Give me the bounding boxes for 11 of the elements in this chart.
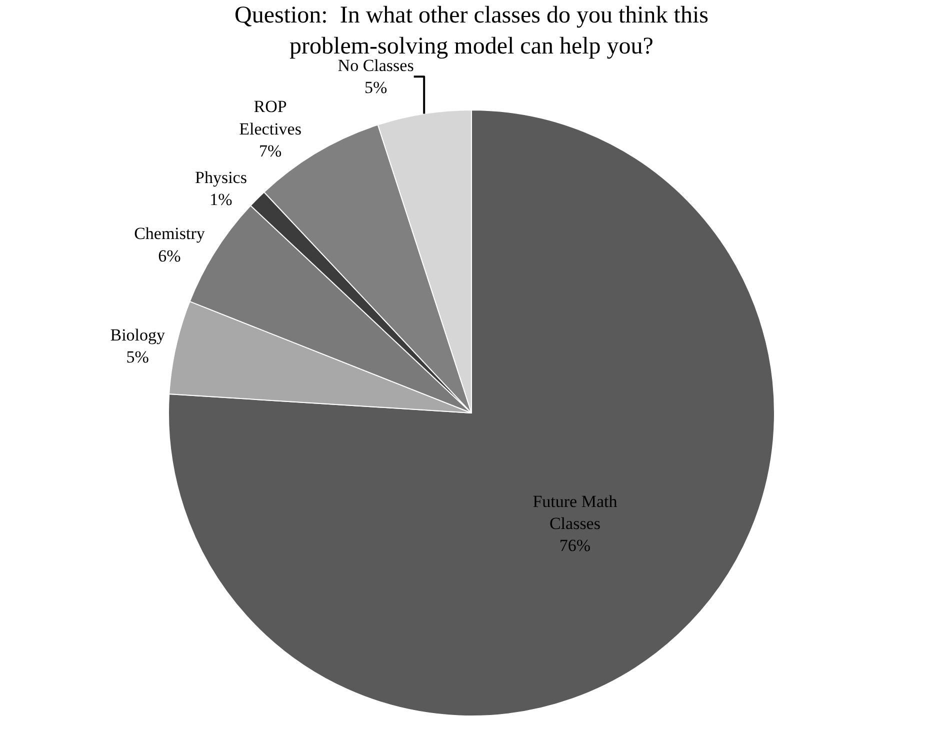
slice-label: Future Math Classes [532,492,618,533]
data-label: 5% [364,78,388,98]
slice-label: Chemistry [134,224,206,244]
data-label: 76% [559,536,591,556]
slice-label: Physics [195,168,247,187]
slice-label: ROP Electives [239,97,302,138]
data-label: 5% [126,347,149,366]
slice-label: Biology [110,325,166,344]
data-label: 1% [210,190,232,210]
data-label: 7% [258,141,282,160]
data-label: 6% [158,246,181,266]
